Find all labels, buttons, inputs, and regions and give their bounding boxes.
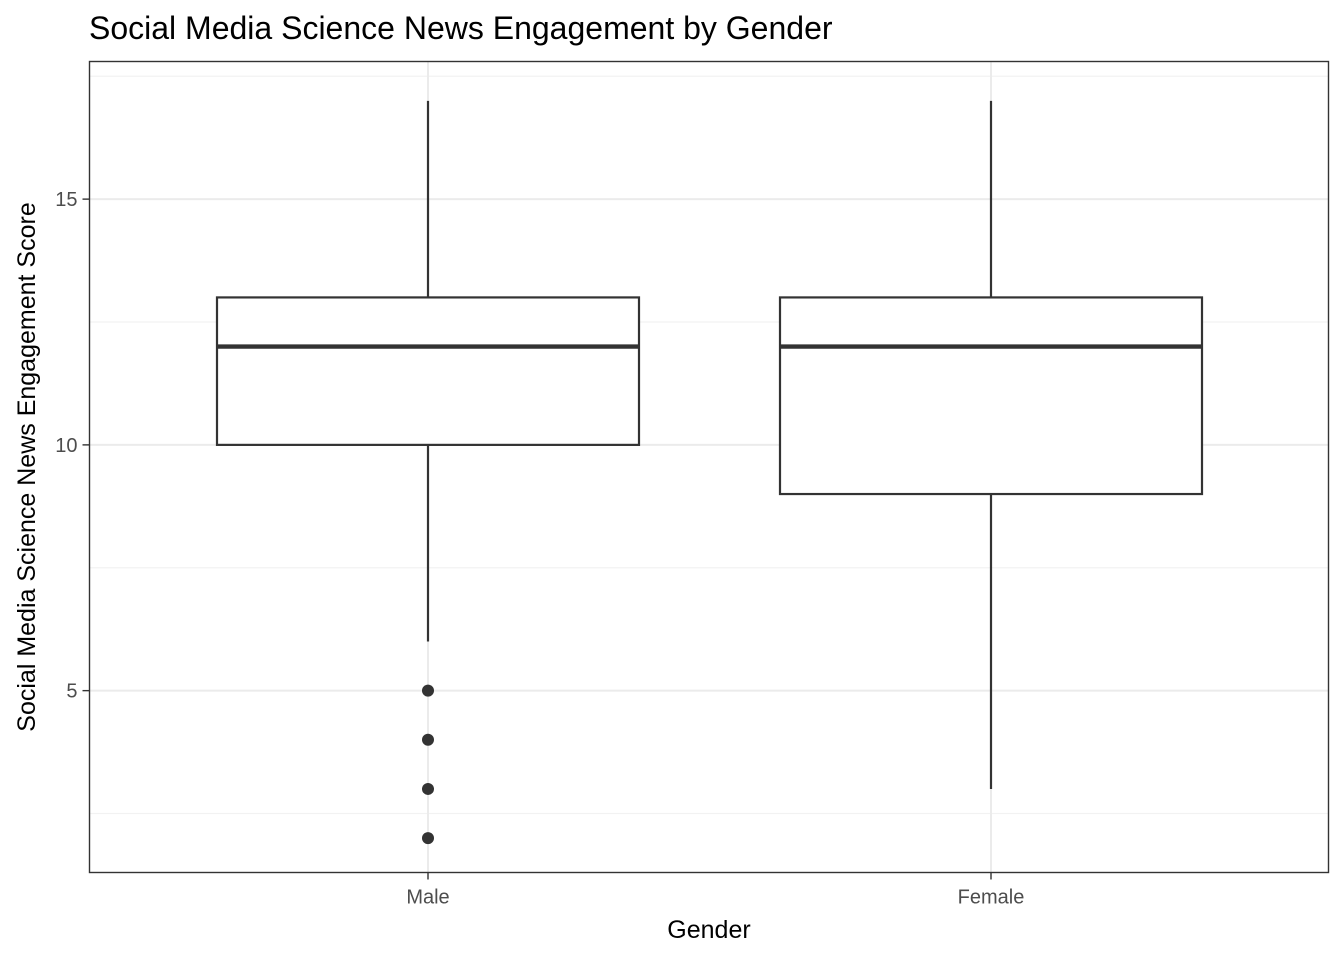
panel-border xyxy=(88,60,1330,874)
outlier-point xyxy=(422,733,434,746)
y-axis-title: Social Media Science News Engagement Sco… xyxy=(13,202,41,731)
x-axis-title: Gender xyxy=(667,916,750,944)
box-female xyxy=(778,100,1204,789)
outlier-point xyxy=(422,782,434,795)
box-iqr xyxy=(215,296,641,446)
x-tick-label: Female xyxy=(958,887,1025,909)
chart-title: Social Media Science News Engagement by … xyxy=(89,10,833,46)
box-layer xyxy=(215,100,1204,845)
y-tick-label: 15 xyxy=(55,189,77,211)
box-iqr xyxy=(778,296,1204,496)
outlier-point xyxy=(422,832,434,845)
outlier-point xyxy=(422,684,434,697)
y-tick-label: 10 xyxy=(55,435,77,457)
box-male xyxy=(215,100,641,845)
axis-layer: 5 10 15 Male Female xyxy=(55,189,1024,908)
x-tick-label: Male xyxy=(406,887,449,909)
y-tick-label: 5 xyxy=(66,681,77,703)
